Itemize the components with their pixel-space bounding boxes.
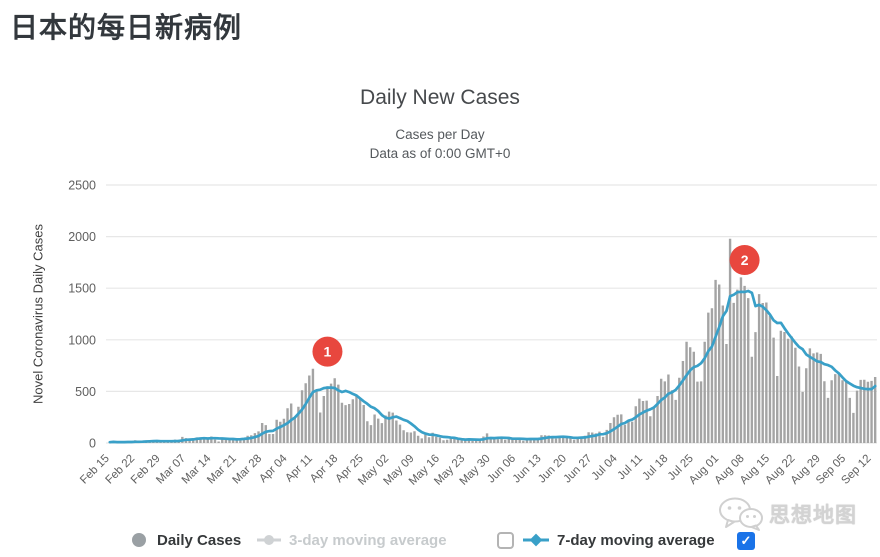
y-tick-label: 2000	[68, 230, 96, 244]
y-tick-label: 2500	[68, 179, 96, 193]
annotation-marker-label: 1	[324, 344, 332, 360]
checkmark-icon: ✓	[740, 533, 752, 548]
x-tick-label: Jul 04	[590, 452, 621, 483]
legend-daily-cases[interactable]: Daily Cases	[132, 528, 241, 552]
x-tick-label: Jul 11	[616, 453, 646, 483]
7day-ma-checked-checkbox[interactable]: ✓	[737, 532, 755, 550]
annotation-marker-label: 2	[741, 252, 749, 268]
legend-daily-cases-label: Daily Cases	[157, 531, 242, 549]
chart-title: Daily New Cases	[360, 86, 520, 109]
7day-ma-marker-icon	[523, 533, 549, 547]
x-tick-label: Apr 04	[257, 452, 290, 485]
page-title: 日本的每日新病例	[10, 12, 243, 43]
legend-3day-moving-average[interactable]: 3-day moving average	[257, 528, 447, 552]
x-tick-label: Jul 18	[640, 453, 670, 483]
wechat-icon	[719, 497, 763, 531]
y-tick-label: 1000	[68, 333, 96, 347]
x-tick-label: Apr 18	[308, 453, 340, 485]
daily-cases-marker-icon	[132, 533, 146, 547]
watermark-text: 思想地图	[769, 504, 857, 527]
x-tick-label: Mar 28	[230, 453, 264, 487]
chart-subtitle-data-asof: Data as of 0:00 GMT+0	[369, 146, 511, 161]
legend-7day-moving-average[interactable]: 7-day moving average	[497, 528, 715, 552]
3day-ma-marker-icon	[257, 535, 281, 545]
chart-subtitle-cases-per-day: Cases per Day	[395, 127, 485, 142]
daily-cases-bars[interactable]	[108, 238, 877, 443]
watermark: 思想地图	[718, 497, 857, 531]
annotation-marker-1[interactable]	[312, 336, 343, 367]
legend-7day-label: 7-day moving average	[557, 531, 715, 549]
7day-moving-average-line[interactable]	[108, 289, 877, 444]
x-tick-label: Jun 27	[561, 453, 594, 486]
annotation-marker-2[interactable]	[729, 245, 760, 276]
legend-3day-label: 3-day moving average	[289, 531, 447, 549]
y-tick-label: 500	[75, 385, 96, 399]
y-tick-label: 1500	[68, 282, 96, 296]
7day-ma-checkbox[interactable]	[497, 531, 514, 549]
y-tick-label: 0	[89, 437, 96, 451]
